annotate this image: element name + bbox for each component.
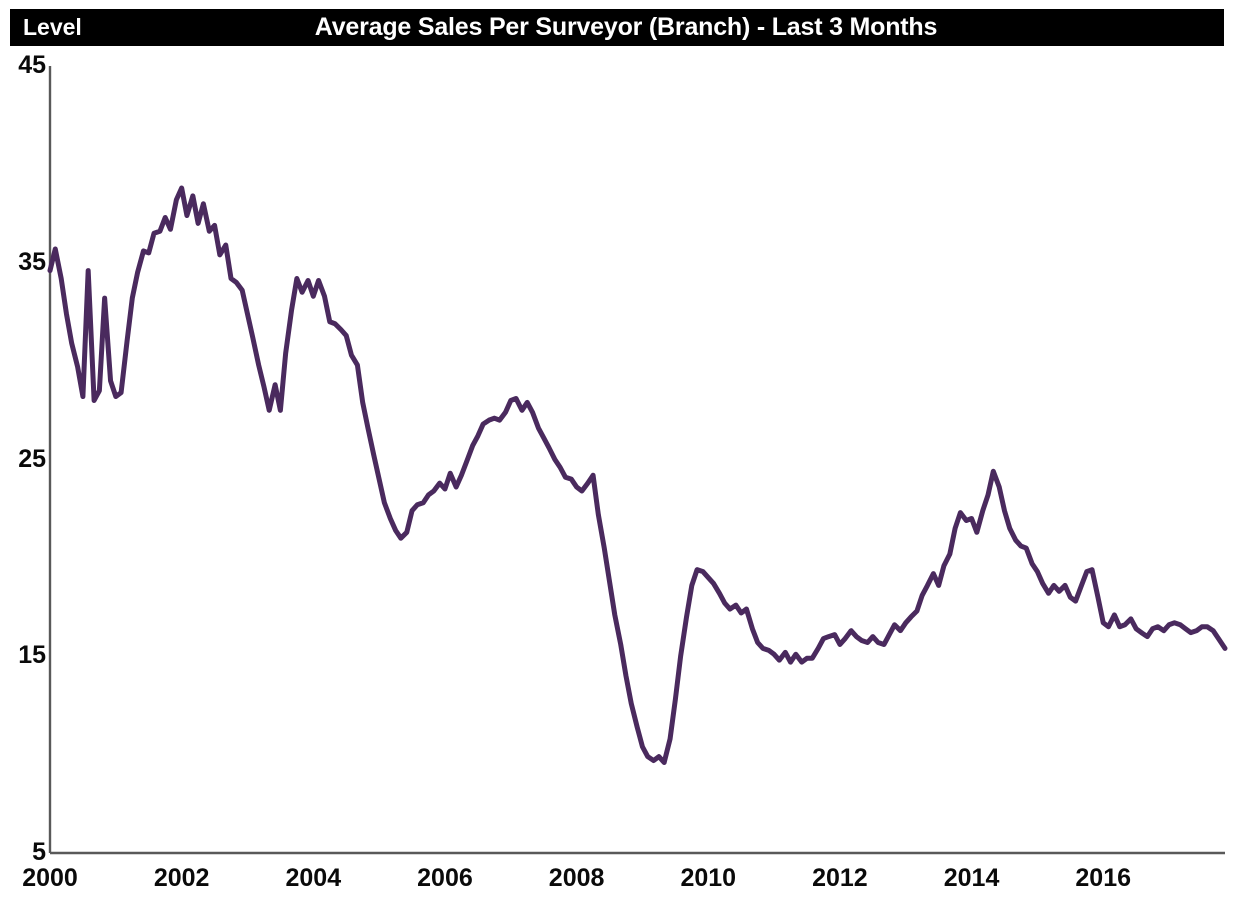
x-tick-label-2008: 2008 [548,864,605,892]
x-tick-label-2010: 2010 [680,864,737,892]
x-tick-label-2002: 2002 [153,864,210,892]
y-tick-label-45: 45 [18,51,46,79]
x-tick-label-2014: 2014 [943,864,1000,892]
x-tick-label-2004: 2004 [285,864,342,892]
y-tick-label-25: 25 [18,444,46,473]
chart-series-group [47,185,1228,765]
y-axis-tick-labels: 45 35 25 15 5 [0,0,46,920]
x-tick-label-2006: 2006 [417,864,473,892]
chart-header-bar: Level Average Sales Per Surveyor (Branch… [10,9,1224,46]
y-tick-label-35: 35 [18,247,46,276]
y-tick-label-5: 5 [32,838,46,866]
x-tick-label-2000: 2000 [22,864,78,892]
y-axis-unit-label: Level [23,14,82,40]
x-tick-label-2016: 2016 [1075,864,1132,892]
data-line-average-sales-per-surveyor [47,185,1228,765]
chart-title: Average Sales Per Surveyor (Branch) - La… [314,13,938,41]
x-tick-label-2012: 2012 [812,864,868,892]
chart-axes [48,66,1225,855]
y-tick-label-15: 15 [18,641,46,670]
